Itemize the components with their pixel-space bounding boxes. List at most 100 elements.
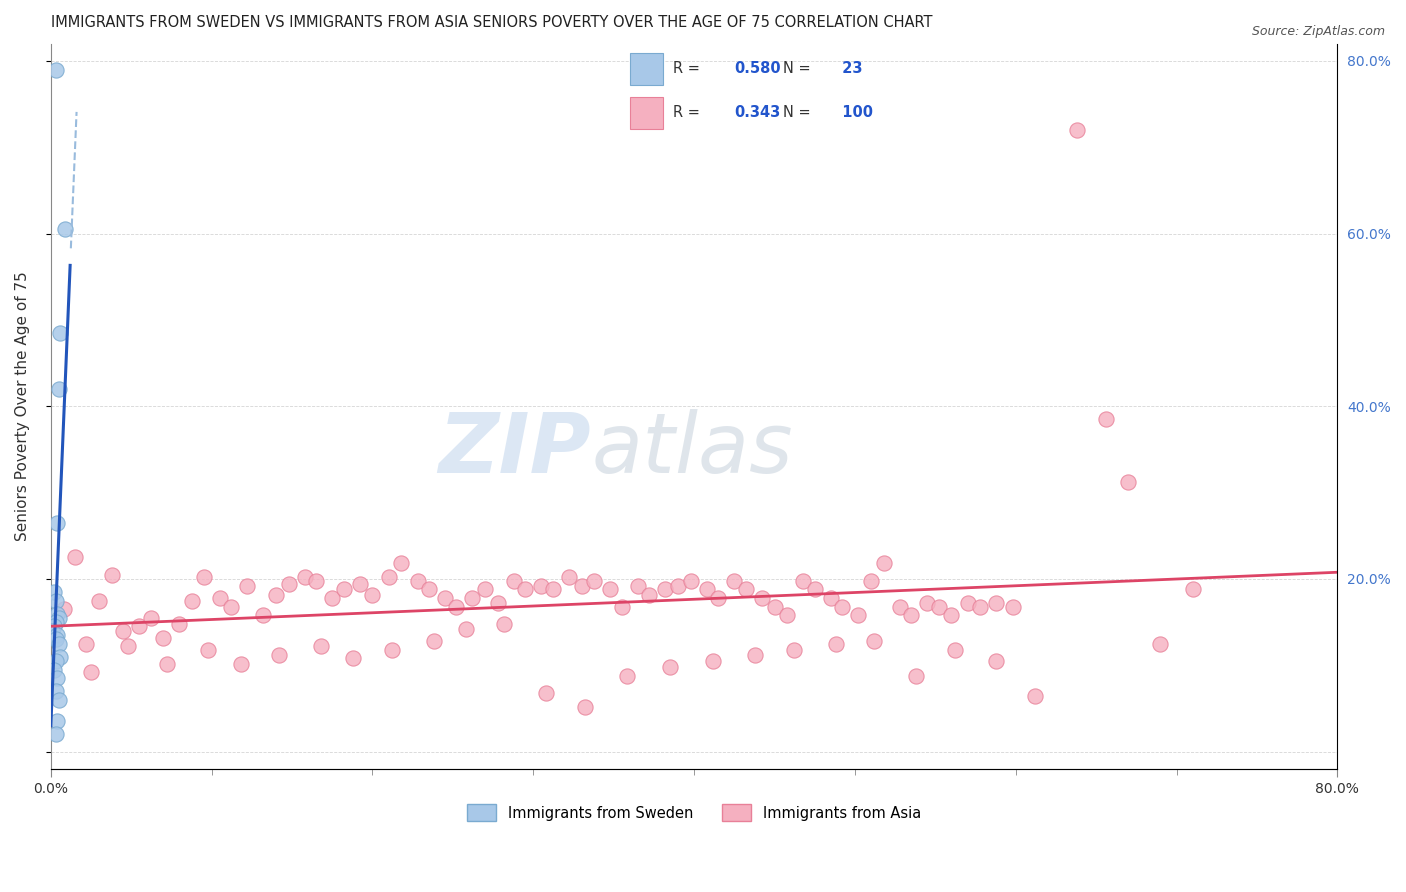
Point	[294, 570, 316, 584]
Point	[45, 615, 67, 630]
Point	[1095, 412, 1118, 426]
Point	[1181, 582, 1204, 597]
FancyBboxPatch shape	[630, 53, 662, 85]
Point	[541, 582, 564, 597]
Point	[654, 582, 676, 597]
Legend: Immigrants from Sweden, Immigrants from Asia: Immigrants from Sweden, Immigrants from …	[461, 798, 927, 827]
Point	[943, 642, 966, 657]
Point	[1066, 123, 1088, 137]
Point	[599, 582, 621, 597]
Point	[831, 599, 853, 614]
Point	[574, 699, 596, 714]
Point	[80, 665, 103, 680]
Point	[969, 599, 991, 614]
Point	[734, 582, 756, 597]
Text: 0.580: 0.580	[734, 62, 780, 77]
Point	[139, 611, 162, 625]
Point	[48, 693, 70, 707]
Point	[659, 660, 682, 674]
Point	[702, 654, 724, 668]
Point	[48, 382, 70, 396]
Point	[583, 574, 606, 588]
Point	[391, 557, 413, 571]
Point	[503, 574, 526, 588]
Point	[117, 640, 139, 654]
Point	[616, 669, 638, 683]
Point	[332, 582, 354, 597]
Point	[45, 593, 67, 607]
Point	[917, 596, 939, 610]
Point	[361, 588, 384, 602]
Y-axis label: Seniors Poverty Over the Age of 75: Seniors Poverty Over the Age of 75	[15, 271, 30, 541]
Text: 100: 100	[832, 105, 873, 120]
Point	[889, 599, 911, 614]
Point	[905, 669, 928, 683]
Point	[208, 591, 231, 605]
Point	[349, 577, 371, 591]
Point	[46, 714, 69, 729]
Point	[42, 619, 65, 633]
Point	[433, 591, 456, 605]
Point	[101, 567, 124, 582]
Point	[422, 634, 444, 648]
Point	[1118, 475, 1140, 490]
Point	[627, 579, 650, 593]
Point	[820, 591, 842, 605]
Point	[277, 577, 299, 591]
Point	[792, 574, 814, 588]
Point	[846, 608, 869, 623]
Point	[461, 591, 484, 605]
Point	[152, 631, 174, 645]
Point	[156, 657, 179, 671]
FancyBboxPatch shape	[630, 97, 662, 129]
Point	[783, 642, 806, 657]
Point	[42, 585, 65, 599]
Point	[723, 574, 745, 588]
Point	[763, 599, 786, 614]
Point	[269, 648, 291, 662]
Point	[1149, 637, 1171, 651]
Point	[638, 588, 661, 602]
Point	[46, 607, 69, 621]
Text: atlas: atlas	[591, 409, 793, 491]
Text: N =: N =	[783, 105, 811, 120]
Text: 23: 23	[832, 62, 863, 77]
Point	[986, 654, 1008, 668]
Point	[45, 632, 67, 647]
Point	[557, 570, 579, 584]
Point	[873, 557, 896, 571]
Point	[48, 611, 70, 625]
Point	[406, 574, 429, 588]
Point	[824, 637, 846, 651]
Point	[956, 596, 979, 610]
Point	[494, 616, 516, 631]
Point	[744, 648, 766, 662]
Point	[776, 608, 799, 623]
Point	[305, 574, 328, 588]
Point	[707, 591, 730, 605]
Point	[42, 663, 65, 677]
Point	[45, 654, 67, 668]
Point	[418, 582, 440, 597]
Point	[342, 651, 364, 665]
Point	[860, 574, 883, 588]
Point	[193, 570, 215, 584]
Text: N =: N =	[783, 62, 811, 77]
Point	[486, 596, 509, 610]
Point	[112, 624, 135, 638]
Point	[941, 608, 963, 623]
Point	[128, 619, 150, 633]
Point	[197, 642, 219, 657]
Point	[49, 649, 72, 664]
Point	[45, 62, 67, 77]
Point	[219, 599, 242, 614]
Point	[75, 637, 97, 651]
Point	[181, 593, 204, 607]
Point	[571, 579, 593, 593]
Point	[236, 579, 259, 593]
Point	[1001, 599, 1024, 614]
Point	[48, 637, 70, 651]
Point	[46, 671, 69, 685]
Point	[751, 591, 773, 605]
Point	[454, 622, 477, 636]
